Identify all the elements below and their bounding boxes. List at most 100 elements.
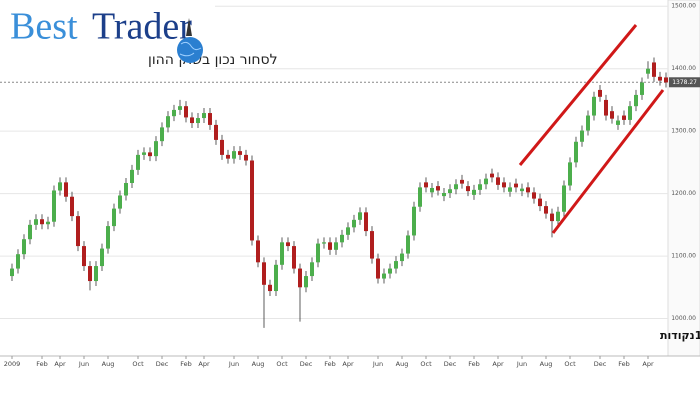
- candle-body: [310, 262, 314, 277]
- candle-body: [346, 227, 350, 235]
- candle-body: [256, 240, 260, 263]
- candle-body: [304, 276, 308, 288]
- candle-body: [136, 154, 140, 170]
- candle-body: [502, 182, 506, 188]
- candle-body: [106, 226, 110, 249]
- candle-body: [406, 235, 410, 254]
- x-tick-label: Apr: [492, 360, 504, 368]
- candle-body: [118, 195, 122, 209]
- x-tick-label: Apr: [54, 360, 66, 368]
- logo-word: Best: [10, 6, 78, 48]
- candle-body: [172, 109, 176, 117]
- x-tick-label: Dec: [300, 360, 313, 368]
- candle-body: [532, 192, 536, 199]
- x-tick-label: Oct: [420, 360, 432, 368]
- candle-body: [640, 82, 644, 95]
- plot-area: [0, 5, 668, 328]
- x-tick-label: Feb: [180, 360, 192, 368]
- candle-body: [226, 154, 230, 159]
- candle-body: [82, 246, 86, 267]
- candle-body: [394, 261, 398, 269]
- candle-body: [646, 68, 650, 74]
- candle-body: [442, 192, 446, 197]
- candle-body: [298, 268, 302, 288]
- candle-body: [592, 96, 596, 116]
- candle-body: [460, 179, 464, 184]
- candle-body: [22, 239, 26, 255]
- candle-body: [658, 76, 662, 81]
- candle-body: [586, 115, 590, 131]
- candle-body: [178, 106, 182, 110]
- candle-body: [286, 242, 290, 247]
- candle-body: [280, 242, 284, 265]
- candle-body: [436, 186, 440, 191]
- candle-body: [472, 189, 476, 195]
- candle-body: [130, 169, 134, 183]
- x-tick-label: Oct: [132, 360, 144, 368]
- y-tick-label: 1400.00: [671, 65, 696, 72]
- candle-body: [34, 219, 38, 225]
- candle-body: [628, 106, 632, 120]
- candle-body: [64, 182, 68, 197]
- x-tick-label: Aug: [252, 360, 265, 368]
- x-tick-label: Dec: [156, 360, 169, 368]
- y-axis-panel: [667, 0, 700, 357]
- candle-body: [208, 113, 212, 125]
- candle-body: [568, 162, 572, 186]
- candle-body: [88, 266, 92, 282]
- candle-body: [238, 151, 242, 155]
- candle-body: [142, 152, 146, 155]
- candle-body: [292, 246, 296, 269]
- x-tick-label: Feb: [468, 360, 480, 368]
- candle-body: [454, 184, 458, 190]
- logo-background: [0, 0, 215, 75]
- x-tick-label: Apr: [198, 360, 210, 368]
- candle-body: [526, 187, 530, 193]
- candle-body: [340, 234, 344, 243]
- candle-body: [322, 242, 326, 244]
- x-tick-label: Dec: [444, 360, 457, 368]
- y-tick-label: 1100.00: [671, 253, 696, 260]
- x-tick-label: Aug: [540, 360, 553, 368]
- logo-figure: [186, 18, 192, 36]
- x-tick-label: Jun: [228, 360, 239, 368]
- candle-body: [262, 262, 266, 285]
- x-tick-label: Aug: [102, 360, 115, 368]
- candle-body: [652, 62, 656, 77]
- candle-body: [424, 182, 428, 188]
- candle-body: [622, 115, 626, 120]
- x-tick-label: Oct: [276, 360, 288, 368]
- y-tick-label: 1000.00: [671, 315, 696, 322]
- x-tick-label: 2009: [4, 360, 21, 368]
- globe-icon: [177, 37, 203, 63]
- candle-body: [508, 187, 512, 192]
- candle-body: [412, 206, 416, 236]
- x-tick-label: Jun: [78, 360, 89, 368]
- candle-body: [244, 154, 248, 161]
- candle-body: [274, 264, 278, 292]
- candle-body: [610, 111, 614, 119]
- candle-body: [154, 141, 158, 157]
- candle-body: [16, 254, 20, 269]
- candle-body: [190, 117, 194, 124]
- candle-body: [376, 258, 380, 279]
- candle-body: [556, 211, 560, 222]
- last-price-tag: [669, 77, 700, 88]
- candle-body: [664, 77, 668, 83]
- candle-body: [70, 196, 74, 217]
- candle-body: [94, 266, 98, 282]
- globe-icon: [179, 41, 202, 57]
- y-tick-label: 1500.00: [671, 3, 696, 10]
- candle-body: [328, 242, 332, 250]
- candle-body: [268, 284, 272, 292]
- candle-body: [334, 242, 338, 250]
- candle-body: [250, 160, 254, 241]
- x-tick-label: Jun: [372, 360, 383, 368]
- candle-body: [316, 243, 320, 263]
- candle-body: [520, 188, 524, 192]
- candle-body: [76, 216, 80, 247]
- candle-body: [58, 182, 62, 191]
- candle-body: [514, 183, 518, 188]
- candle-body: [166, 116, 170, 128]
- candle-body: [550, 213, 554, 222]
